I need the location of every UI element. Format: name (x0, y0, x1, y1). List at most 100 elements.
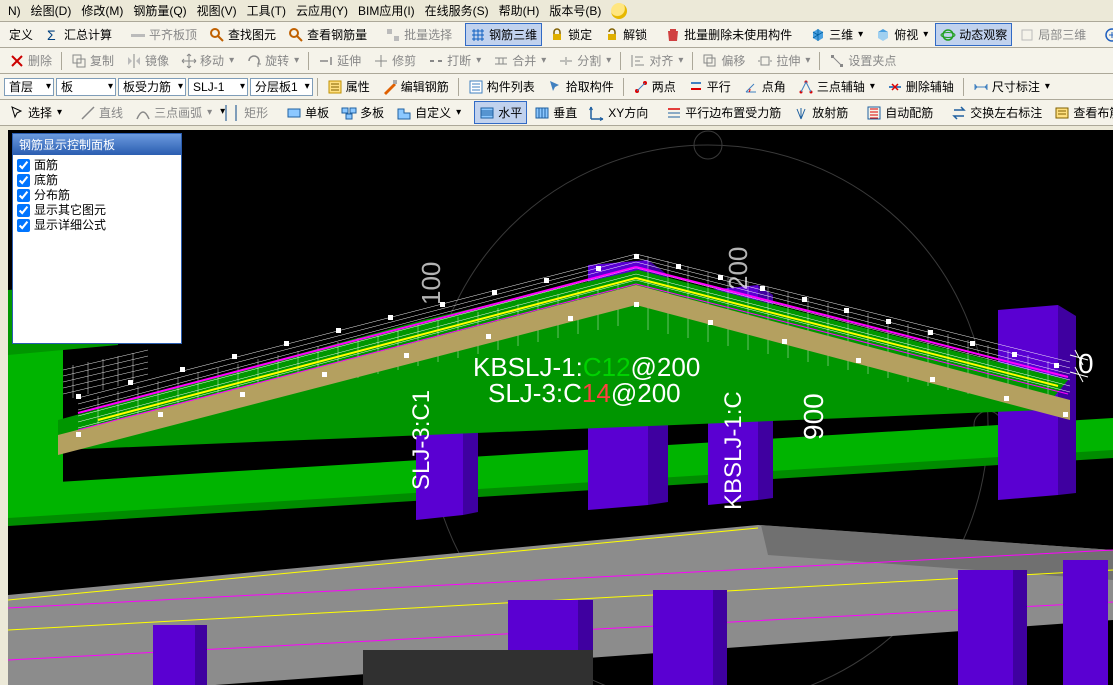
menu-cloud[interactable]: 云应用(Y) (292, 0, 352, 21)
menu-draw[interactable]: 绘图(D) (27, 0, 76, 21)
single-slab-button[interactable]: 单板 (281, 101, 334, 124)
level-icon (130, 27, 146, 43)
vert-icon (534, 105, 550, 121)
stretch-button[interactable]: 拉伸▾ (752, 49, 815, 72)
xy-button[interactable]: XY方向 (584, 101, 653, 124)
list-icon (468, 79, 484, 95)
orbit-button[interactable]: 动态观察 (935, 23, 1012, 46)
merge-button[interactable]: 合并▾ (488, 49, 551, 72)
offset-button[interactable]: 偏移 (697, 49, 750, 72)
pick-member-button[interactable]: 拾取构件 (542, 75, 619, 98)
sum-button[interactable]: Σ汇总计算 (40, 23, 117, 46)
horizontal-button[interactable]: 水平 (474, 101, 527, 124)
member-list-button[interactable]: 构件列表 (463, 75, 540, 98)
swap-label-button[interactable]: 交换左右标注 (946, 101, 1047, 124)
fullscreen-button[interactable]: 全屏 (1099, 23, 1113, 46)
extend-button[interactable]: 延伸 (313, 49, 366, 72)
stretch-icon (757, 53, 773, 69)
panel-item-formula[interactable]: 显示详细公式 (17, 218, 177, 233)
layer-select[interactable]: 分层板1 (250, 78, 313, 96)
local-3d-button[interactable]: 局部三维 (1014, 23, 1091, 46)
radial-button[interactable]: 放射筋 (788, 101, 853, 124)
dimension-button[interactable]: 尺寸标注▾ (968, 75, 1055, 98)
line-tool-button[interactable]: 直线 (75, 101, 128, 124)
auto-rebar-button[interactable]: 自动配筋 (861, 101, 938, 124)
menu-n[interactable]: N) (4, 2, 25, 20)
menu-bim[interactable]: BIM应用(I) (354, 0, 419, 21)
delete-button[interactable]: 删除 (4, 49, 57, 72)
split-icon (558, 53, 574, 69)
floor-select[interactable]: 首层 (4, 78, 54, 96)
three-point-axis-button[interactable]: 三点辅轴▾ (793, 75, 880, 98)
swap-icon (951, 105, 967, 121)
3d-view-button[interactable]: 三维▾ (805, 23, 868, 46)
rect-tool-button[interactable]: 矩形 (239, 101, 273, 124)
dim-icon (973, 79, 989, 95)
batch-select-button[interactable]: 批量选择 (380, 23, 457, 46)
menu-modify[interactable]: 修改(M) (77, 0, 127, 21)
toolbar-main: 定义 Σ汇总计算 平齐板顶 查找图元 查看钢筋量 批量选择 钢筋三维 锁定 解锁… (0, 22, 1113, 48)
member-select[interactable]: SLJ-1 (188, 78, 248, 96)
menu-online[interactable]: 在线服务(S) (421, 0, 493, 21)
label-0: 0 (1078, 348, 1094, 380)
vertical-button[interactable]: 垂直 (529, 101, 582, 124)
break-button[interactable]: 打断▾ (423, 49, 486, 72)
fullscreen-icon (1104, 27, 1113, 43)
batch-delete-unused-button[interactable]: 批量删除未使用构件 (660, 23, 797, 46)
subcat-select[interactable]: 板受力筋 (118, 78, 186, 96)
parallel-button[interactable]: 平行 (683, 75, 736, 98)
pick-icon (547, 79, 563, 95)
lock-button[interactable]: 锁定 (544, 23, 597, 46)
point-angle-button[interactable]: 点角 (738, 75, 791, 98)
grip-icon (829, 53, 845, 69)
define-button[interactable]: 定义 (4, 23, 38, 46)
cube2-icon (875, 27, 891, 43)
custom-icon (396, 105, 412, 121)
grip-button[interactable]: 设置夹点 (824, 49, 901, 72)
custom-button[interactable]: 自定义▾ (391, 101, 466, 124)
panel-item-other[interactable]: 显示其它图元 (17, 203, 177, 218)
top-view-button[interactable]: 俯视▾ (870, 23, 933, 46)
panel-item-top[interactable]: 面筋 (17, 158, 177, 173)
menu-tools[interactable]: 工具(T) (243, 0, 290, 21)
panel-item-dist[interactable]: 分布筋 (17, 188, 177, 203)
properties-button[interactable]: 属性 (322, 75, 375, 98)
toolbar-edit: 删除 复制 镜像 移动▾ 旋转▾ 延伸 修剪 打断▾ 合并▾ 分割▾ 对齐▾ 偏… (0, 48, 1113, 74)
search-icon (209, 27, 225, 43)
two-point-button[interactable]: 两点 (628, 75, 681, 98)
unlock-button[interactable]: 解锁 (599, 23, 652, 46)
color-picker[interactable] (225, 105, 227, 121)
menu-rebar[interactable]: 钢筋量(Q) (129, 0, 190, 21)
find-element-button[interactable]: 查找图元 (204, 23, 281, 46)
align-button[interactable]: 对齐▾ (625, 49, 688, 72)
menu-view[interactable]: 视图(V) (193, 0, 241, 21)
view-layout-button[interactable]: 查看布筋 (1049, 101, 1113, 124)
rebar-3d-button[interactable]: 钢筋三维 (465, 23, 542, 46)
x-icon (9, 53, 25, 69)
rotate-button[interactable]: 旋转▾ (241, 49, 304, 72)
category-select[interactable]: 板 (56, 78, 116, 96)
view-rebar-button[interactable]: 查看钢筋量 (283, 23, 372, 46)
rect-check[interactable] (235, 105, 237, 121)
select-tool-button[interactable]: 选择▾ (4, 101, 67, 124)
panel-item-bot[interactable]: 底筋 (17, 173, 177, 188)
level-slab-button[interactable]: 平齐板顶 (125, 23, 202, 46)
copy-button[interactable]: 复制 (66, 49, 119, 72)
move-button[interactable]: 移动▾ (176, 49, 239, 72)
trim-button[interactable]: 修剪 (368, 49, 421, 72)
split-button[interactable]: 分割▾ (553, 49, 616, 72)
cursor-icon (9, 105, 25, 121)
menu-help[interactable]: 帮助(H) (495, 0, 544, 21)
unlock-icon (604, 27, 620, 43)
delete-axis-button[interactable]: 删除辅轴 (882, 75, 959, 98)
mirror-button[interactable]: 镜像 (121, 49, 174, 72)
edit-rebar-button[interactable]: 编辑钢筋 (377, 75, 454, 98)
multi-slab-button[interactable]: 多板 (336, 101, 389, 124)
arc-tool-button[interactable]: 三点画弧▾ (130, 101, 217, 124)
line-icon (80, 105, 96, 121)
props-icon (327, 79, 343, 95)
break-icon (428, 53, 444, 69)
menu-version[interactable]: 版本号(B) (545, 0, 605, 21)
parallel-edge-button[interactable]: 平行边布置受力筋 (661, 101, 786, 124)
rebar-display-panel[interactable]: 钢筋显示控制面板 面筋 底筋 分布筋 显示其它图元 显示详细公式 (12, 133, 182, 344)
